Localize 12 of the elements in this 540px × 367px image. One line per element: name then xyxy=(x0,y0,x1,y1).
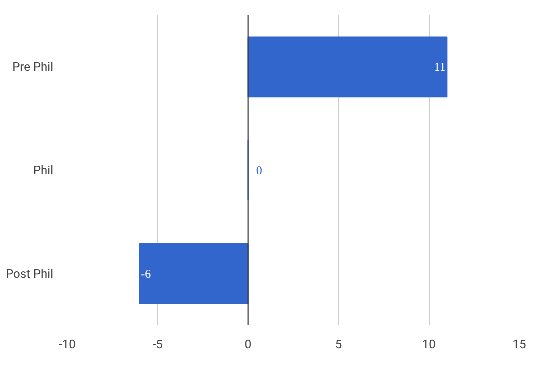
data-label: 0 xyxy=(256,164,262,178)
data-label: 11 xyxy=(434,60,446,74)
data-label: -6 xyxy=(141,266,152,281)
y-tick-label: Phil xyxy=(33,164,54,178)
x-tick-label: 0 xyxy=(244,338,252,352)
y-tick-label: Pre Phil xyxy=(12,60,54,74)
x-tick-label: 10 xyxy=(422,338,436,352)
x-tick-label: -5 xyxy=(152,338,164,352)
x-tick-label: 15 xyxy=(512,338,526,352)
y-tick-label: Post Phil xyxy=(6,266,54,281)
x-tick-label: 5 xyxy=(335,338,342,352)
x-tick-label: -10 xyxy=(59,338,76,352)
